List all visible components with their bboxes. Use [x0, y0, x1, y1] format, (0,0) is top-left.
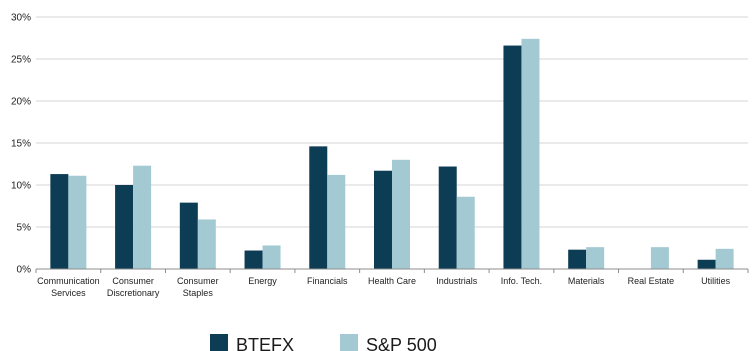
x-category-label: Staples [183, 288, 214, 298]
x-category-label: Consumer [112, 276, 154, 286]
bar-btefx [309, 146, 328, 269]
x-category-label: Health Care [368, 276, 416, 286]
bar-sp500 [456, 196, 475, 269]
bar-btefx [179, 202, 198, 269]
y-tick-label: 5% [17, 223, 32, 234]
x-axis [35, 268, 749, 273]
y-tick-label: 30% [11, 13, 31, 24]
x-category-label: Discretionary [107, 288, 160, 298]
legend-swatch [340, 334, 358, 351]
x-category-label: Real Estate [628, 276, 675, 286]
x-category-label: Utilities [701, 276, 731, 286]
bar-sp500 [197, 219, 216, 269]
y-tick-label: 20% [11, 97, 31, 108]
legend-label: BTEFX [236, 335, 294, 351]
x-category-label: Services [51, 288, 86, 298]
bar-btefx [697, 259, 716, 269]
y-tick-label: 10% [11, 181, 31, 192]
legend-label: S&P 500 [366, 335, 437, 351]
x-category-label: Energy [248, 276, 277, 286]
y-axis-ticks: 0% 5% 10% 15% 20% 25% 30% [11, 13, 31, 276]
bar-btefx [438, 166, 457, 269]
bar-btefx [374, 170, 392, 269]
bar-sp500 [521, 38, 540, 270]
bar-sp500 [68, 175, 87, 269]
y-tick-label: 0% [17, 265, 32, 276]
bar-sp500 [262, 245, 281, 269]
bar-btefx [50, 174, 69, 269]
bar-sp500 [715, 248, 734, 269]
x-axis-category-labels: Communication Services Consumer Discretiona… [37, 276, 731, 298]
bar-btefx [244, 250, 263, 269]
bar-btefx [503, 45, 522, 270]
bar-sp500 [133, 165, 152, 269]
x-category-label: Financials [307, 276, 348, 286]
y-tick-label: 25% [11, 55, 31, 66]
bar-sp500 [392, 159, 410, 269]
bar-sp500 [650, 247, 669, 269]
x-category-label: Consumer [177, 276, 219, 286]
x-category-label: Communication [37, 276, 100, 286]
bar-btefx [115, 185, 134, 269]
legend: BTEFX S&P 500 [210, 334, 437, 351]
x-category-label: Industrials [436, 276, 478, 286]
bars [50, 38, 734, 270]
bar-sp500 [586, 247, 605, 269]
legend-swatch [210, 334, 228, 351]
x-category-label: Materials [568, 276, 605, 286]
y-tick-label: 15% [11, 139, 31, 150]
bar-sp500 [327, 174, 346, 269]
bar-btefx [568, 249, 587, 269]
x-category-label: Info. Tech. [501, 276, 542, 286]
